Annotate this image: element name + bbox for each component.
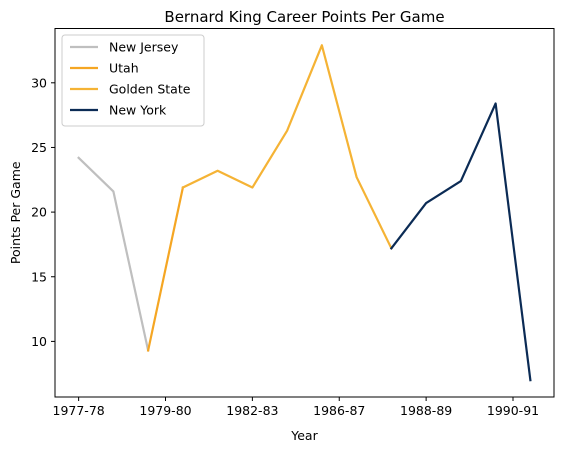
y-axis-title: Points Per Game xyxy=(8,161,23,264)
legend-label-new-york: New York xyxy=(109,103,167,118)
y-tick-label: 30 xyxy=(31,75,47,90)
x-axis-title: Year xyxy=(290,428,318,443)
legend-label-new-jersey: New Jersey xyxy=(109,40,179,55)
series-lines xyxy=(77,44,532,382)
y-tick-label: 10 xyxy=(31,334,47,349)
series-line-new-jersey xyxy=(77,156,150,352)
series-line-utah xyxy=(146,186,185,352)
x-axis-ticks: 1977-78 1979-80 1982-83 1986-87 1988-89 1990-… xyxy=(53,397,539,418)
y-tick-label: 25 xyxy=(31,140,47,155)
x-tick-label: 1979-80 xyxy=(139,403,191,418)
legend-label-golden-state: Golden State xyxy=(109,82,191,97)
x-tick-label: 1982-83 xyxy=(226,403,278,418)
series-line-golden-state xyxy=(181,44,393,250)
legend: New Jersey Utah Golden State New York xyxy=(61,34,205,127)
x-tick-label: 1986-87 xyxy=(313,403,365,418)
x-tick-label: 1988-89 xyxy=(400,403,452,418)
legend-label-utah: Utah xyxy=(109,61,139,76)
y-axis-ticks: 10 15 20 25 30 xyxy=(31,75,55,349)
series-line-new-york xyxy=(389,102,532,382)
plot-frame xyxy=(54,28,555,398)
legend-box xyxy=(61,34,205,127)
y-tick-label: 20 xyxy=(31,205,47,220)
x-tick-label: 1977-78 xyxy=(53,403,105,418)
x-tick-label: 1990-91 xyxy=(487,403,539,418)
chart-title: Bernard King Career Points Per Game xyxy=(164,8,444,26)
y-tick-label: 15 xyxy=(31,269,47,284)
